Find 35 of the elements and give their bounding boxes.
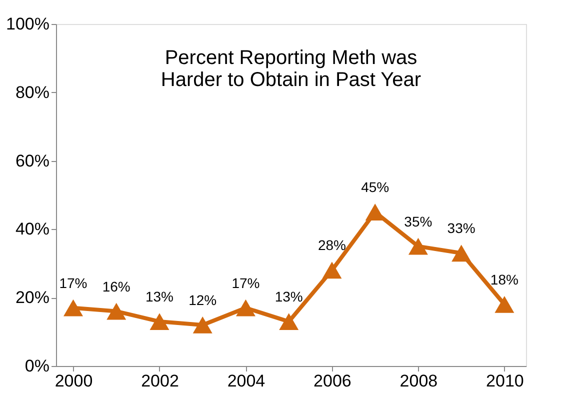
point — [408, 238, 428, 255]
x-tick-label: 2000 — [54, 372, 93, 390]
data-label: 28% — [318, 237, 346, 254]
point — [236, 299, 256, 316]
point — [150, 313, 170, 330]
text: Harder to Obtain in Past Year — [160, 69, 422, 91]
point — [322, 262, 342, 279]
y-tick-label: 0% — [24, 356, 50, 376]
data-label: 17% — [232, 274, 260, 291]
data-label: 12% — [188, 292, 217, 308]
y-tick-label: 20% — [15, 288, 50, 308]
point — [192, 316, 212, 334]
data-label: 45% — [361, 179, 390, 196]
point — [494, 296, 514, 313]
point — [64, 299, 83, 316]
data-label: 35% — [404, 213, 432, 230]
point — [279, 313, 299, 330]
data-label: 18% — [490, 271, 518, 288]
x-tick-label: 2010 — [486, 372, 524, 390]
data-label: 13% — [145, 288, 174, 305]
y-tick-label: 100% — [6, 14, 50, 34]
data-label: 17% — [59, 274, 88, 291]
y-tick-label: 80% — [15, 82, 50, 102]
x-tick-label: 2002 — [141, 372, 179, 390]
point — [452, 244, 472, 262]
x-tick-label: 2008 — [400, 372, 438, 390]
x-tick-label: 2004 — [227, 372, 266, 390]
data-label: 16% — [102, 278, 130, 294]
text: Percent Reporting Meth was — [164, 47, 418, 69]
data-label: 33% — [447, 220, 476, 236]
y-tick-label: 60% — [15, 151, 50, 170]
data-label: 13% — [274, 288, 303, 305]
x-tick-label: 2006 — [314, 372, 352, 390]
y-tick-label: 40% — [15, 220, 50, 239]
point — [106, 302, 126, 320]
